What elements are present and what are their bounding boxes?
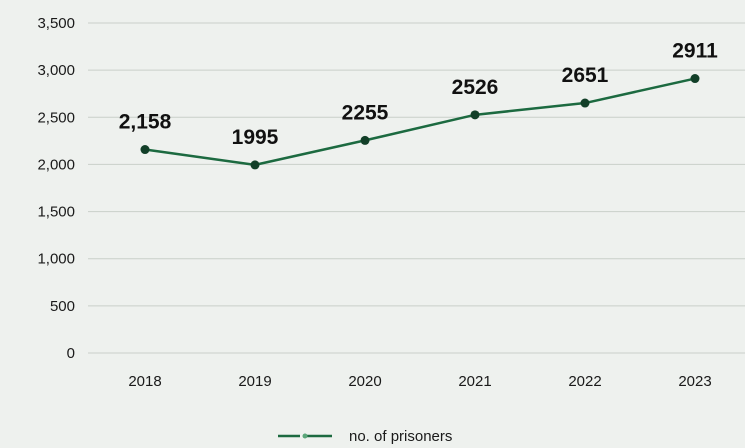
data-points xyxy=(140,74,700,170)
x-tick-label: 2020 xyxy=(348,373,381,390)
legend-marker-swatch xyxy=(302,433,308,439)
y-tick-label: 3,500 xyxy=(37,15,75,32)
legend[interactable]: no. of prisoners xyxy=(278,428,452,445)
data-label: 2911 xyxy=(672,40,718,63)
y-tick-label: 500 xyxy=(50,298,75,315)
data-label: 2,158 xyxy=(119,111,172,134)
data-label: 2526 xyxy=(452,76,499,99)
data-label: 1995 xyxy=(232,126,279,149)
x-tick-label: 2021 xyxy=(458,373,491,390)
y-tick-label: 1,000 xyxy=(37,251,75,268)
data-point[interactable] xyxy=(360,135,370,145)
gridlines xyxy=(88,22,745,354)
x-tick-label: 2023 xyxy=(678,373,711,390)
x-tick-label: 2018 xyxy=(128,373,161,390)
data-label: 2651 xyxy=(562,64,609,87)
data-point[interactable] xyxy=(580,98,590,108)
y-tick-label: 3,000 xyxy=(37,62,75,79)
legend-label: no. of prisoners xyxy=(349,428,452,445)
series-line xyxy=(144,77,696,167)
data-point[interactable] xyxy=(250,160,260,170)
x-axis: 2018 2019 2020 2021 2022 2023 xyxy=(128,373,711,390)
y-tick-label: 1,500 xyxy=(37,204,75,221)
y-tick-label: 0 xyxy=(67,345,75,362)
x-tick-label: 2019 xyxy=(238,373,271,390)
x-tick-label: 2022 xyxy=(568,373,601,390)
data-point[interactable] xyxy=(470,110,480,120)
data-point[interactable] xyxy=(140,145,150,155)
y-tick-label: 2,000 xyxy=(37,156,75,173)
series-line-path xyxy=(144,77,696,167)
data-labels: 2,158 1995 2255 2526 2651 2911 xyxy=(119,40,718,149)
y-axis: 0 500 1,000 1,500 2,000 2,500 3,000 3,500 xyxy=(37,15,75,362)
y-tick-label: 2,500 xyxy=(37,109,75,126)
data-point[interactable] xyxy=(690,74,700,84)
data-label: 2255 xyxy=(342,101,389,124)
